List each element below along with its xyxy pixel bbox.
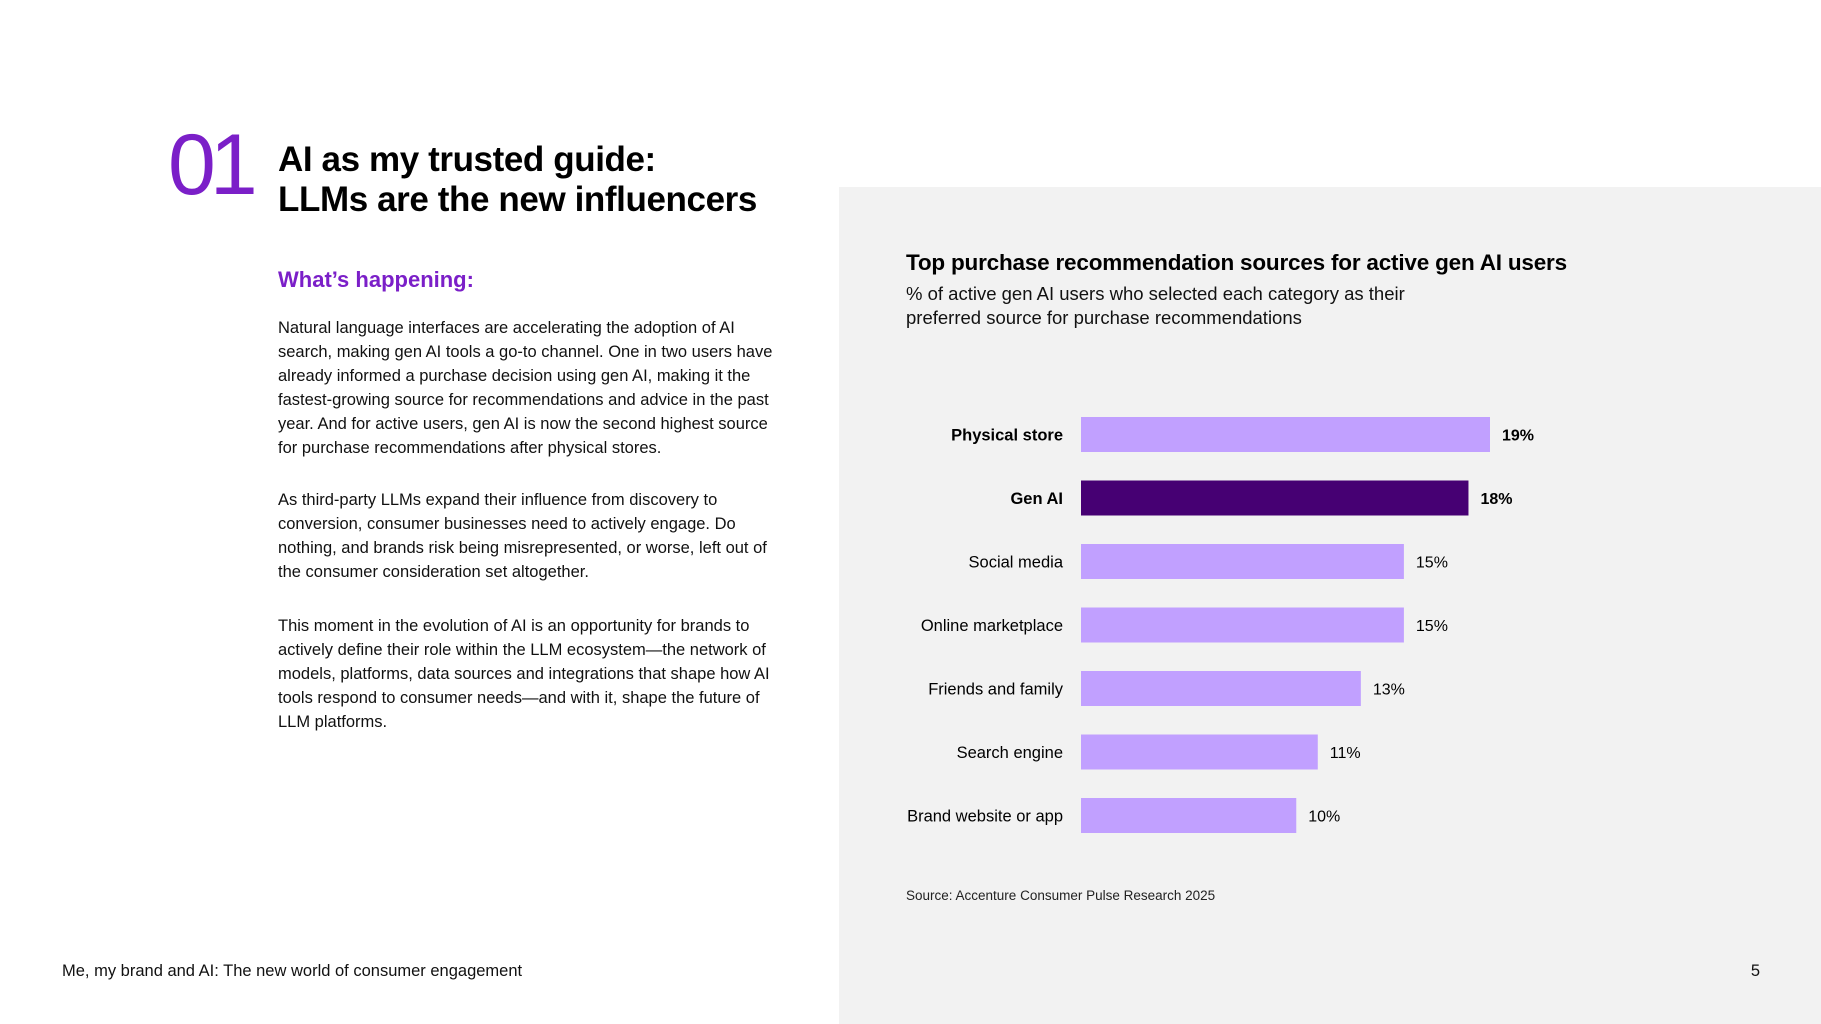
value-label: 15%: [1416, 618, 1448, 635]
bar: [1081, 607, 1404, 643]
footer-title: Me, my brand and AI: The new world of co…: [62, 962, 523, 980]
body-paragraph: Natural language interfaces are accelera…: [278, 319, 773, 457]
value-label: 13%: [1373, 682, 1405, 699]
bar: [1081, 480, 1469, 516]
category-label: Physical store: [951, 427, 1063, 445]
section-number: 01: [168, 117, 258, 213]
category-label: Search engine: [957, 744, 1063, 762]
bar: [1081, 734, 1318, 770]
category-label: Online marketplace: [921, 617, 1063, 635]
bar: [1081, 798, 1297, 833]
chart-source: Source: Accenture Consumer Pulse Researc…: [906, 888, 1216, 903]
body-paragraph: This moment in the evolution of AI is an…: [278, 617, 770, 731]
category-label: Social media: [969, 554, 1064, 572]
page-title-line-2: LLMs are the new influencers: [278, 180, 757, 219]
bar: [1081, 544, 1404, 579]
value-label: 18%: [1480, 491, 1512, 508]
value-label: 10%: [1308, 809, 1340, 826]
value-label: 11%: [1330, 745, 1361, 762]
bar-chart: Physical store 19% Gen AI 18% Social media 15…: [907, 417, 1534, 833]
bar: [1081, 417, 1490, 452]
value-label: 15%: [1416, 555, 1448, 572]
category-label: Brand website or app: [907, 808, 1063, 826]
category-label: Friends and family: [928, 681, 1064, 699]
body-paragraph: As third-party LLMs expand their influen…: [278, 491, 767, 581]
page-title: AI as my trusted guide: LLMs are the new…: [278, 140, 757, 220]
value-label: 19%: [1502, 428, 1534, 445]
chart-subtitle: % of active gen AI users who selected ea…: [906, 283, 1405, 328]
page-number: 5: [1750, 962, 1760, 980]
section-subheading: What’s happening:: [278, 267, 474, 292]
category-label: Gen AI: [1010, 490, 1063, 508]
chart-panel: Top purchase recommendation sources for …: [839, 187, 1821, 1024]
page-title-line-1: AI as my trusted guide:: [278, 140, 656, 179]
bar: [1081, 671, 1361, 706]
chart-title: Top purchase recommendation sources for …: [906, 250, 1567, 275]
